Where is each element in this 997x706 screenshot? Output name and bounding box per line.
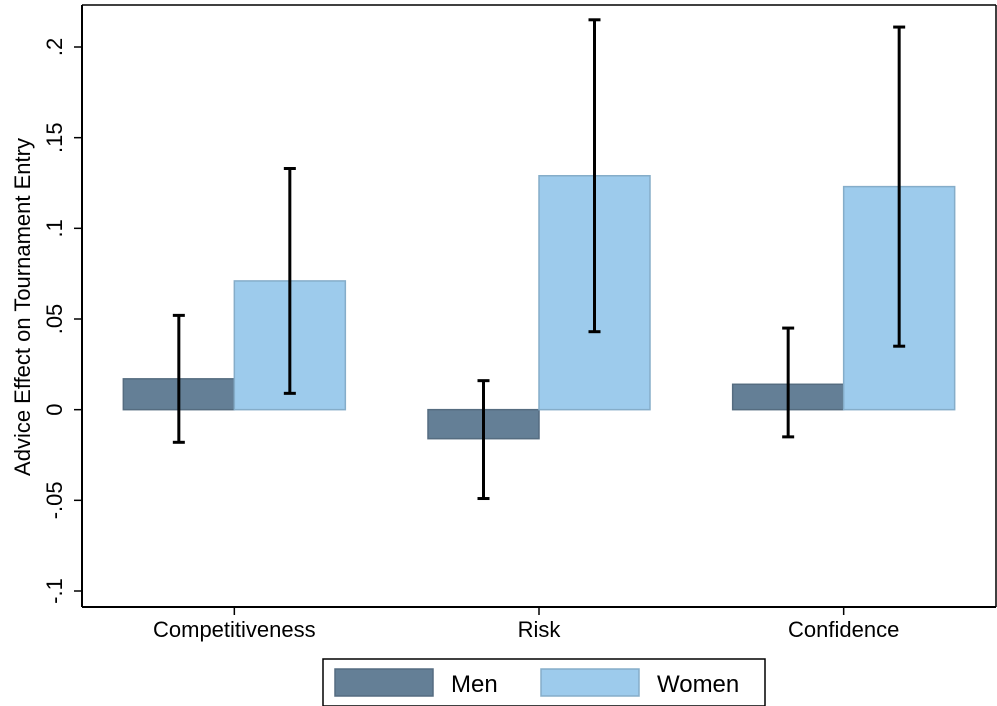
x-tick-label: Competitiveness bbox=[153, 617, 316, 642]
legend-label: Men bbox=[451, 671, 498, 698]
x-tick-label: Confidence bbox=[788, 617, 899, 642]
y-tick-label: .1 bbox=[42, 219, 67, 237]
y-tick-label: -.1 bbox=[42, 578, 67, 604]
y-axis-label: Advice Effect on Tournament Entry bbox=[10, 138, 35, 476]
legend: Men Women bbox=[322, 658, 766, 706]
plot-area: -.1 -.05 0 .05 .1 .15 .2 Competitiveness Risk Con… bbox=[42, 4, 997, 642]
y-tick-label: 0 bbox=[42, 404, 67, 416]
y-tick-label: .2 bbox=[42, 38, 67, 56]
legend-label: Women bbox=[657, 671, 739, 698]
y-tick-label: -.05 bbox=[42, 481, 67, 519]
legend-swatch bbox=[334, 668, 434, 697]
legend-swatch bbox=[540, 668, 640, 697]
y-tick-label: .05 bbox=[42, 304, 67, 335]
y-tick-label: .15 bbox=[42, 122, 67, 153]
x-tick-label: Risk bbox=[518, 617, 562, 642]
